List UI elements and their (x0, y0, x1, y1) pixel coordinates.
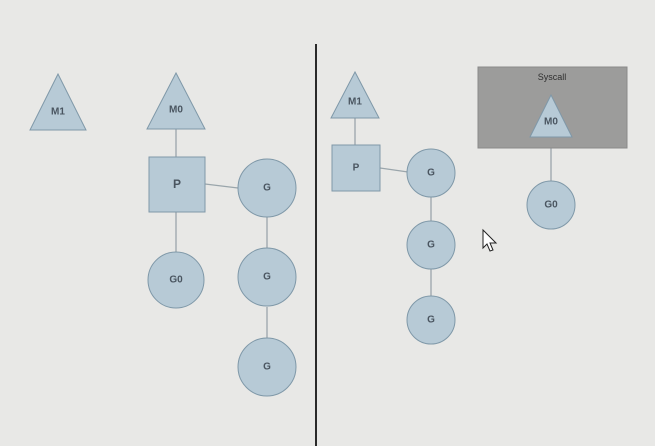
right-p-label: P (353, 163, 360, 174)
edge-right-p-g-run (379, 167, 409, 173)
left-g-queue-1-label: G (263, 272, 271, 283)
left-m1-label: M1 (51, 107, 65, 118)
syscall-g0-label: G0 (544, 200, 558, 211)
right-g-queue-1-node: G (406, 220, 456, 270)
right-g-queue-2-node: G (406, 295, 456, 345)
syscall-m0-node (529, 93, 573, 138)
right-m1-node: M1 (330, 70, 380, 119)
syscall-box: Syscall M0 (477, 66, 628, 149)
left-g-run-label: G (263, 183, 271, 194)
syscall-g0-node: G0 (526, 180, 576, 230)
mouse-pointer-icon (482, 228, 498, 252)
syscall-m0-label: M0 (544, 117, 558, 128)
left-g-run-node: G (237, 158, 297, 218)
left-p-node: P (148, 156, 206, 213)
left-g0-node: G0 (147, 251, 205, 309)
left-g-queue-2-node: G (237, 337, 297, 397)
left-m0-label: M0 (169, 105, 183, 116)
edge-p-g-run (204, 183, 239, 189)
right-m1-label: M1 (348, 97, 362, 108)
right-p-node: P (331, 144, 381, 192)
right-g-run-label: G (427, 168, 435, 179)
left-m0-node: M0 (146, 71, 206, 130)
right-g-run-node: G (406, 148, 456, 198)
left-g0-label: G0 (169, 275, 183, 286)
left-g-queue-1-node: G (237, 247, 297, 307)
left-g-queue-2-label: G (263, 362, 271, 373)
right-g-queue-1-label: G (427, 240, 435, 251)
right-g-queue-2-label: G (427, 315, 435, 326)
left-p-label: P (173, 177, 181, 191)
left-m1-node: M1 (29, 72, 87, 131)
syscall-title: Syscall (538, 72, 567, 82)
